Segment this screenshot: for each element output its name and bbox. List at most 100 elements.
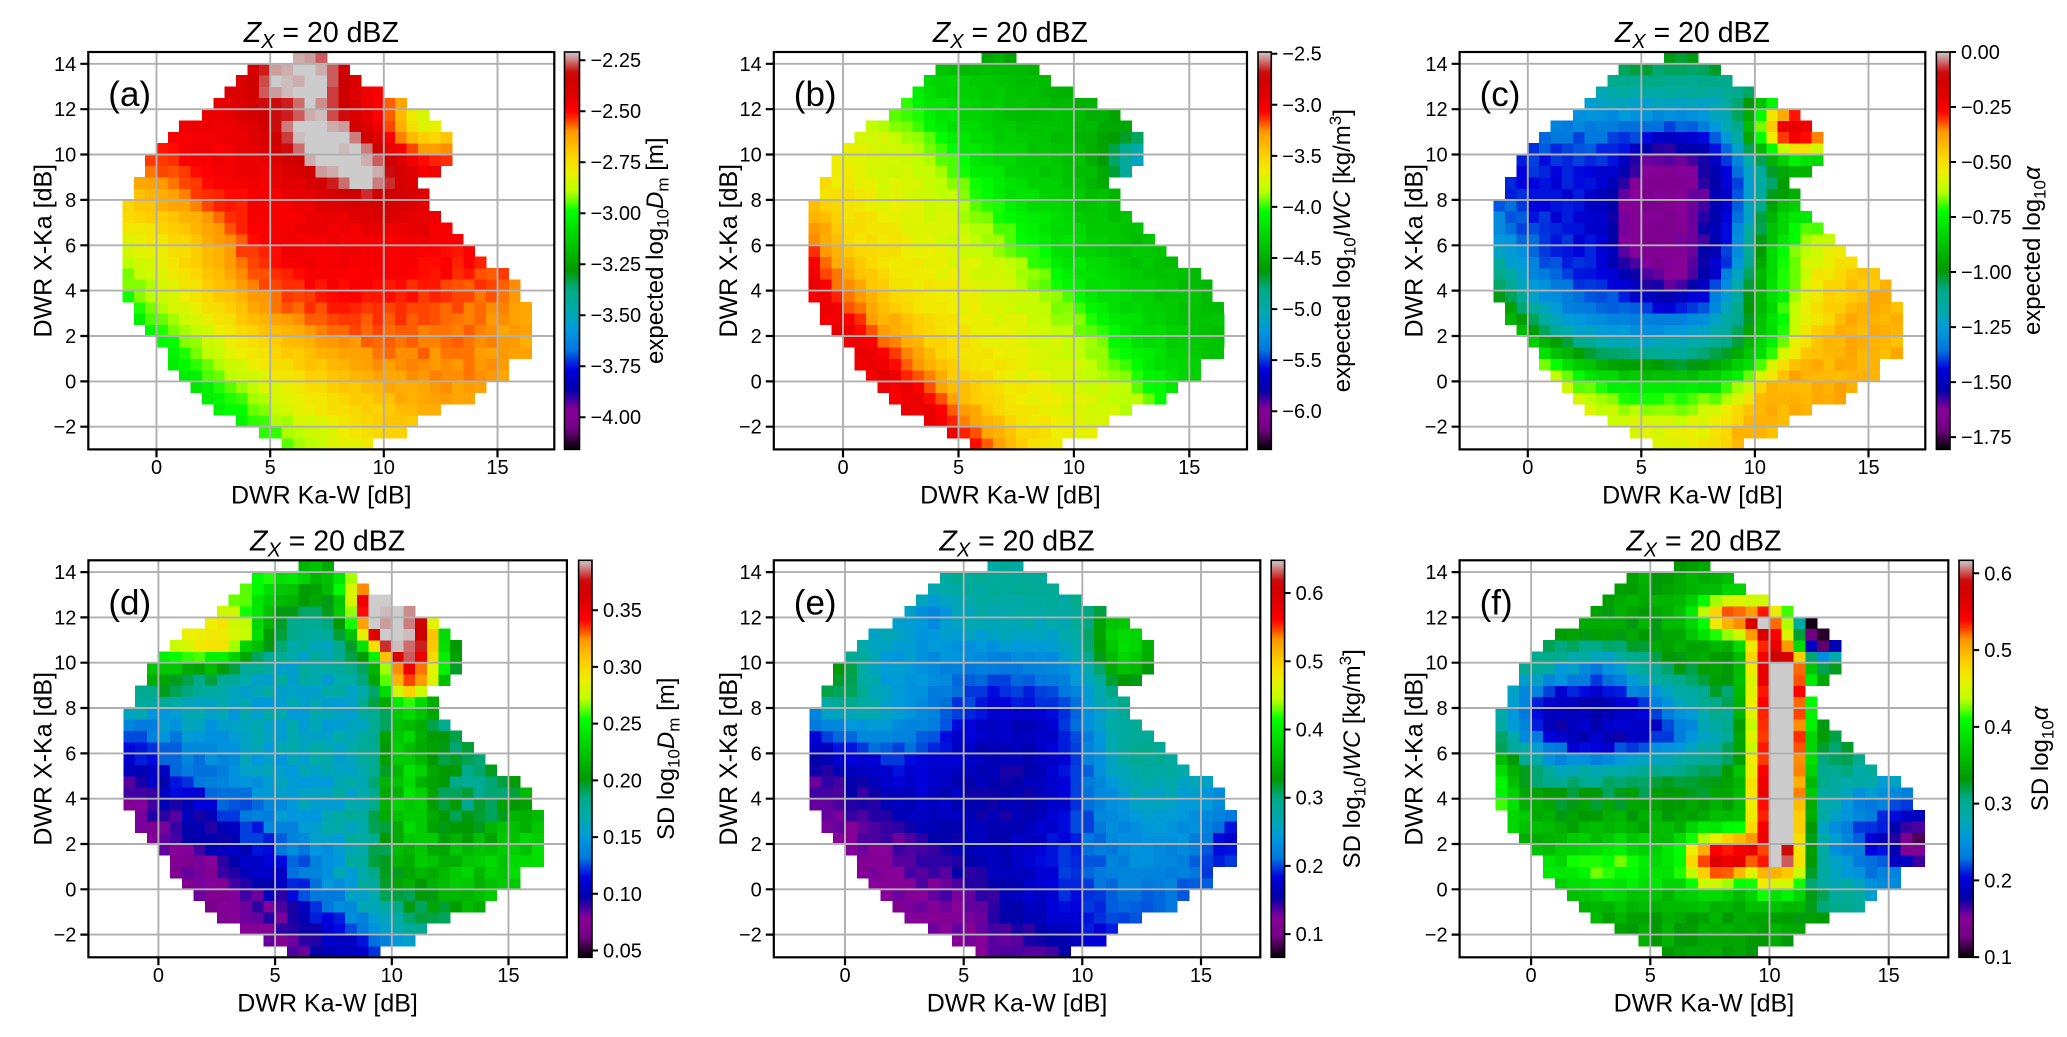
svg-text:5: 5 (1636, 457, 1647, 479)
svg-text:14: 14 (54, 54, 76, 76)
svg-text:0.00: 0.00 (1961, 42, 2000, 64)
svg-text:0: 0 (751, 879, 762, 901)
svg-text:0: 0 (751, 371, 762, 393)
svg-text:ZX = 20 dBZ: ZX = 20 dBZ (249, 525, 405, 561)
svg-text:10: 10 (381, 965, 403, 987)
svg-text:expected log10Dm [m]: expected log10Dm [m] (642, 137, 673, 364)
svg-text:−3.0: −3.0 (1282, 95, 1321, 117)
svg-text:expected log10α: expected log10α (2019, 165, 2050, 335)
svg-text:(a): (a) (108, 75, 151, 114)
svg-text:−1.25: −1.25 (1961, 317, 2012, 339)
svg-text:8: 8 (65, 190, 76, 212)
svg-text:(d): (d) (108, 583, 151, 622)
svg-text:−3.75: −3.75 (591, 356, 642, 378)
svg-text:−4.5: −4.5 (1282, 248, 1321, 270)
svg-text:(b): (b) (794, 75, 837, 114)
svg-text:−5.0: −5.0 (1282, 299, 1321, 321)
svg-text:−1.00: −1.00 (1961, 262, 2012, 284)
svg-text:0.5: 0.5 (1296, 651, 1324, 673)
svg-text:14: 14 (54, 562, 76, 584)
svg-text:5: 5 (958, 965, 969, 987)
svg-text:8: 8 (1436, 190, 1447, 212)
svg-text:−3.25: −3.25 (591, 254, 642, 276)
svg-text:ZX = 20 dBZ: ZX = 20 dBZ (938, 525, 1094, 561)
svg-text:8: 8 (65, 698, 76, 720)
svg-text:DWR X-Ka [dB]: DWR X-Ka [dB] (1401, 164, 1429, 338)
svg-text:4: 4 (65, 281, 76, 303)
svg-text:10: 10 (1425, 653, 1447, 675)
svg-text:DWR X-Ka [dB]: DWR X-Ka [dB] (29, 672, 57, 846)
svg-text:0.30: 0.30 (603, 657, 642, 679)
svg-text:12: 12 (54, 99, 76, 121)
svg-text:−2.25: −2.25 (591, 50, 642, 72)
svg-text:4: 4 (751, 281, 762, 303)
svg-text:DWR Ka-W [dB]: DWR Ka-W [dB] (927, 989, 1108, 1017)
svg-text:8: 8 (1436, 698, 1447, 720)
svg-text:−4.0: −4.0 (1282, 197, 1321, 219)
svg-text:DWR Ka-W [dB]: DWR Ka-W [dB] (237, 989, 418, 1017)
svg-text:0.2: 0.2 (1296, 856, 1324, 878)
svg-text:−2: −2 (54, 925, 77, 947)
svg-text:DWR X-Ka [dB]: DWR X-Ka [dB] (29, 164, 57, 338)
svg-text:0: 0 (1526, 965, 1537, 987)
svg-text:5: 5 (270, 965, 281, 987)
svg-text:2: 2 (1436, 326, 1447, 348)
svg-text:2: 2 (1436, 834, 1447, 856)
svg-text:8: 8 (751, 698, 762, 720)
svg-text:0: 0 (65, 371, 76, 393)
svg-text:2: 2 (751, 834, 762, 856)
svg-text:0: 0 (65, 879, 76, 901)
svg-text:0.6: 0.6 (1984, 563, 2012, 585)
svg-text:0.4: 0.4 (1984, 717, 2012, 739)
svg-text:0.20: 0.20 (603, 770, 642, 792)
svg-text:−6.0: −6.0 (1282, 401, 1321, 423)
svg-text:6: 6 (1436, 235, 1447, 257)
svg-text:−1.50: −1.50 (1961, 372, 2012, 394)
svg-text:−3.50: −3.50 (591, 305, 642, 327)
svg-text:0.1: 0.1 (1296, 924, 1324, 946)
svg-text:ZX = 20 dBZ: ZX = 20 dBZ (1625, 525, 1781, 561)
svg-text:0: 0 (1436, 879, 1447, 901)
svg-text:0: 0 (1436, 371, 1447, 393)
svg-text:10: 10 (1071, 965, 1093, 987)
svg-text:ZX = 20 dBZ: ZX = 20 dBZ (1614, 17, 1770, 53)
svg-text:DWR X-Ka [dB]: DWR X-Ka [dB] (715, 164, 743, 338)
svg-text:6: 6 (65, 743, 76, 765)
svg-text:−4.00: −4.00 (591, 407, 642, 429)
svg-text:10: 10 (1744, 457, 1766, 479)
svg-text:12: 12 (1425, 607, 1447, 629)
svg-text:15: 15 (1190, 965, 1212, 987)
svg-text:10: 10 (54, 653, 76, 675)
svg-text:0: 0 (839, 965, 850, 987)
svg-text:DWR Ka-W [dB]: DWR Ka-W [dB] (231, 481, 412, 509)
svg-text:4: 4 (1436, 281, 1447, 303)
svg-text:4: 4 (751, 789, 762, 811)
svg-text:0.4: 0.4 (1296, 720, 1324, 742)
svg-text:14: 14 (1425, 54, 1447, 76)
svg-text:0: 0 (153, 965, 164, 987)
svg-text:0.2: 0.2 (1984, 870, 2012, 892)
svg-text:ZX = 20 dBZ: ZX = 20 dBZ (243, 17, 399, 53)
svg-text:5: 5 (1645, 965, 1656, 987)
svg-text:−2.50: −2.50 (591, 101, 642, 123)
svg-text:(f): (f) (1480, 583, 1513, 622)
svg-text:−2: −2 (1425, 417, 1448, 439)
svg-text:8: 8 (751, 190, 762, 212)
svg-text:10: 10 (373, 457, 395, 479)
svg-text:5: 5 (265, 457, 276, 479)
svg-text:14: 14 (740, 54, 762, 76)
svg-text:(e): (e) (794, 583, 837, 622)
svg-text:0.6: 0.6 (1296, 583, 1324, 605)
svg-text:10: 10 (1758, 965, 1780, 987)
svg-text:0.3: 0.3 (1296, 788, 1324, 810)
svg-text:0.1: 0.1 (1984, 947, 2012, 969)
svg-text:−1.75: −1.75 (1961, 427, 2012, 449)
svg-text:0: 0 (837, 457, 848, 479)
svg-text:−2: −2 (739, 417, 762, 439)
svg-text:12: 12 (740, 99, 762, 121)
svg-text:10: 10 (54, 145, 76, 167)
svg-text:DWR X-Ka [dB]: DWR X-Ka [dB] (715, 672, 743, 846)
svg-text:−0.75: −0.75 (1961, 207, 2012, 229)
svg-text:−3.00: −3.00 (591, 203, 642, 225)
svg-text:6: 6 (65, 235, 76, 257)
